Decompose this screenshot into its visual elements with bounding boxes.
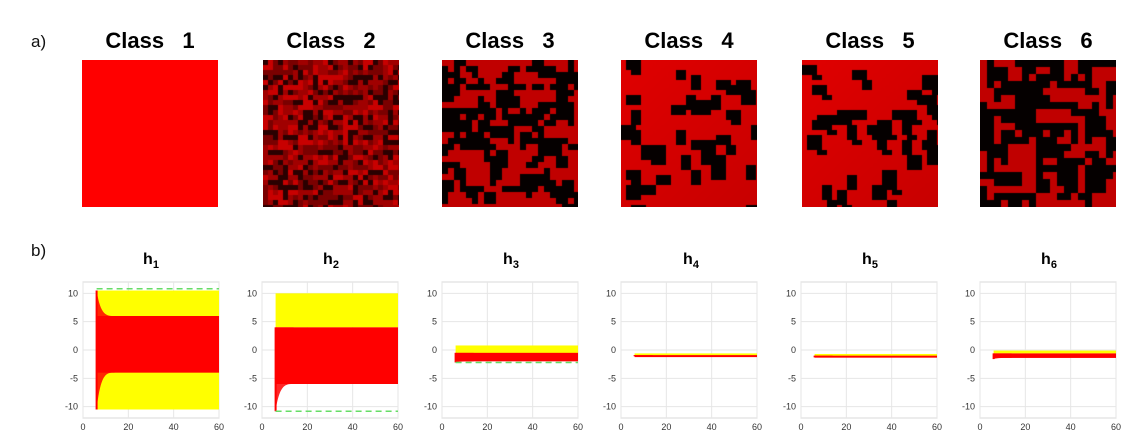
plot-6-xtick-label: 20 [1020,422,1030,432]
plot-title-1: h1 [143,251,159,272]
plot-2-red-transient [275,327,294,412]
plot-3-xtick-label: 60 [573,422,583,432]
plot-3-yellow-band [455,345,578,357]
panel-label-a: a) [31,32,47,51]
plot-4-xtick-label: 20 [661,422,671,432]
plot-4-xtick-label: 0 [618,422,623,432]
texture-class-2 [263,60,399,207]
plot-2-ytick-label: -10 [244,402,257,412]
plot-2-yellow-band [275,293,398,328]
plot-3-red-transient [455,352,474,363]
plot-6-ytick-label: -10 [962,402,975,412]
plot-5-ytick-label: -5 [788,373,796,383]
plot-1-ytick-label: 10 [68,288,78,298]
plot-4-ytick-label: 5 [611,317,616,327]
class-title-1: Class 1 [105,28,195,53]
plot-3-xtick-label: 40 [528,422,538,432]
plot-2-ytick-label: 5 [252,317,257,327]
plot-6-red-band [993,353,1116,358]
class-title-3: Class 3 [465,28,555,53]
texture-class-5 [802,60,938,207]
texture-class-6 [980,60,1116,207]
plot-6-xtick-label: 40 [1066,422,1076,432]
plot-5-xtick-label: 0 [798,422,803,432]
plot-6-yellow-band [993,350,1116,354]
plot-5-red-band [814,355,937,358]
plot-title-2: h2 [323,251,339,272]
plot-1-ytick-label: 0 [73,345,78,355]
plot-3-ytick-label: 10 [427,288,437,298]
plot-4-ytick-label: 0 [611,345,616,355]
plot-5-yellow-band [814,353,937,356]
plot-3-ytick-label: -10 [424,402,437,412]
plot-6-xtick-label: 60 [1111,422,1121,432]
plot-5-ytick-label: 10 [786,288,796,298]
plot-1-xtick-label: 20 [123,422,133,432]
plot-2-ytick-label: 10 [247,288,257,298]
panel-label-b: b) [31,241,47,260]
plot-4-ytick-label: 10 [606,288,616,298]
plot-5-ytick-label: 0 [791,345,796,355]
plot-5-xtick-label: 60 [932,422,942,432]
plot-4-ytick-label: -5 [608,373,616,383]
plot-2-xtick-label: 40 [348,422,358,432]
plot-4-red-band [634,355,757,358]
class-title-5: Class 5 [825,28,915,53]
plot-6-ytick-label: -5 [967,373,975,383]
plot-2-ytick-label: 0 [252,345,257,355]
plot-1-red-transient [96,290,115,410]
plot-2-ytick-label: -5 [249,373,257,383]
plot-6-ytick-label: 0 [970,345,975,355]
plot-5-xtick-label: 40 [887,422,897,432]
plot-2-xtick-label: 20 [302,422,312,432]
plot-2-red-band [275,327,398,384]
plot-1-xtick-label: 60 [214,422,224,432]
plot-6-xtick-label: 0 [977,422,982,432]
plot-1-xtick-label: 0 [80,422,85,432]
plot-4-yellow-band [634,353,757,356]
plot-6-ytick-label: 10 [965,288,975,298]
plot-title-6: h6 [1041,251,1057,272]
texture-class-4 [621,60,757,207]
plot-1-ytick-label: -5 [70,373,78,383]
plot-1-ytick-label: -10 [65,402,78,412]
class-title-2: Class 2 [286,28,376,53]
plot-6-red-transient [993,353,1012,360]
plot-title-4: h4 [683,251,699,272]
plot-5-ytick-label: -10 [783,402,796,412]
plot-title-3: h3 [503,251,519,272]
plot-5-xtick-label: 20 [841,422,851,432]
plot-2-xtick-label: 0 [259,422,264,432]
class-title-6: Class 6 [1003,28,1093,53]
plot-3-ytick-label: 5 [432,317,437,327]
texture-class-1 [82,60,218,207]
plot-4-red-transient [634,355,653,357]
plot-4-ytick-label: -10 [603,402,616,412]
plot-5-ytick-label: 5 [791,317,796,327]
plot-1-ytick-label: 5 [73,317,78,327]
plot-3-xtick-label: 0 [439,422,444,432]
plot-1-xtick-label: 40 [169,422,179,432]
plot-1-red-band [96,316,219,373]
plot-4-xtick-label: 40 [707,422,717,432]
class-title-4: Class 4 [644,28,734,53]
plot-title-5: h5 [862,251,878,272]
plot-5-red-transient [814,355,833,358]
texture-class-3 [442,60,578,207]
plot-6-ytick-label: 5 [970,317,975,327]
plot-2-xtick-label: 60 [393,422,403,432]
plot-3-xtick-label: 20 [482,422,492,432]
plot-3-red-band [455,352,578,362]
plot-4-xtick-label: 60 [752,422,762,432]
plot-3-ytick-label: -5 [429,373,437,383]
plot-3-ytick-label: 0 [432,345,437,355]
